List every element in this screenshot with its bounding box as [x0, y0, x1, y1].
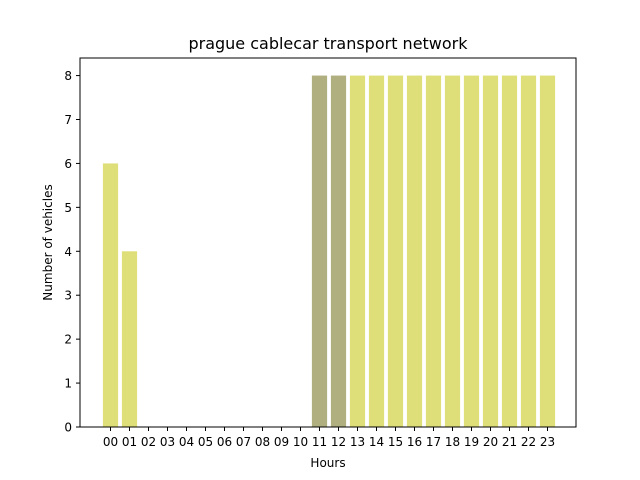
- x-tick-label-18: 18: [445, 435, 460, 449]
- x-tick-label-10: 10: [293, 435, 308, 449]
- bar-18: [444, 75, 461, 427]
- y-tick-label-1: 1: [64, 377, 72, 391]
- x-tick-label-17: 17: [426, 435, 441, 449]
- x-tick-label-13: 13: [350, 435, 365, 449]
- y-tick-label-4: 4: [64, 245, 72, 259]
- y-tick-label-7: 7: [64, 113, 72, 127]
- x-tick-label-02: 02: [141, 435, 156, 449]
- x-tick-label-08: 08: [255, 435, 270, 449]
- x-tick-label-22: 22: [521, 435, 536, 449]
- x-tick-label-03: 03: [160, 435, 175, 449]
- y-axis-ticks: 0 1 2 3 4 5 6 7 8: [64, 69, 80, 435]
- bar-11: [311, 75, 328, 427]
- bar-20: [482, 75, 499, 427]
- bar-22: [520, 75, 537, 427]
- x-tick-label-05: 05: [198, 435, 213, 449]
- bar-01: [121, 251, 138, 427]
- y-tick-label-5: 5: [64, 201, 72, 215]
- bar-12: [330, 75, 347, 427]
- x-axis-label: Hours: [310, 456, 345, 470]
- y-axis-label: Number of vehicles: [41, 184, 55, 300]
- x-tick-label-04: 04: [179, 435, 194, 449]
- y-tick-label-6: 6: [64, 157, 72, 171]
- bar-16: [406, 75, 423, 427]
- x-tick-label-14: 14: [369, 435, 384, 449]
- x-tick-label-21: 21: [502, 435, 517, 449]
- bar-14: [368, 75, 385, 427]
- bar-17: [425, 75, 442, 427]
- x-tick-label-12: 12: [331, 435, 346, 449]
- bar-15: [387, 75, 404, 427]
- x-tick-label-07: 07: [236, 435, 251, 449]
- x-tick-label-01: 01: [122, 435, 137, 449]
- bar-19: [463, 75, 480, 427]
- bar-23: [539, 75, 556, 427]
- y-tick-label-0: 0: [64, 421, 72, 435]
- bar-00: [102, 163, 119, 427]
- y-tick-label-8: 8: [64, 69, 72, 83]
- bars-group: [102, 75, 556, 427]
- x-tick-label-16: 16: [407, 435, 422, 449]
- y-tick-label-2: 2: [64, 333, 72, 347]
- bar-13: [349, 75, 366, 427]
- x-tick-label-23: 23: [540, 435, 555, 449]
- x-tick-label-19: 19: [464, 435, 479, 449]
- x-axis-ticks: 00 01 02 03 04 05 06 07 08 09 10 11 12 13 14 15 16 17 18 19…: [103, 427, 555, 449]
- bar-21: [501, 75, 518, 427]
- x-tick-label-15: 15: [388, 435, 403, 449]
- x-tick-label-00: 00: [103, 435, 118, 449]
- x-tick-label-11: 11: [312, 435, 327, 449]
- chart-title: prague cablecar transport network: [188, 34, 468, 53]
- plot-frame: [79, 57, 577, 428]
- x-tick-label-09: 09: [274, 435, 289, 449]
- x-tick-label-20: 20: [483, 435, 498, 449]
- x-tick-label-06: 06: [217, 435, 232, 449]
- y-tick-label-3: 3: [64, 289, 72, 303]
